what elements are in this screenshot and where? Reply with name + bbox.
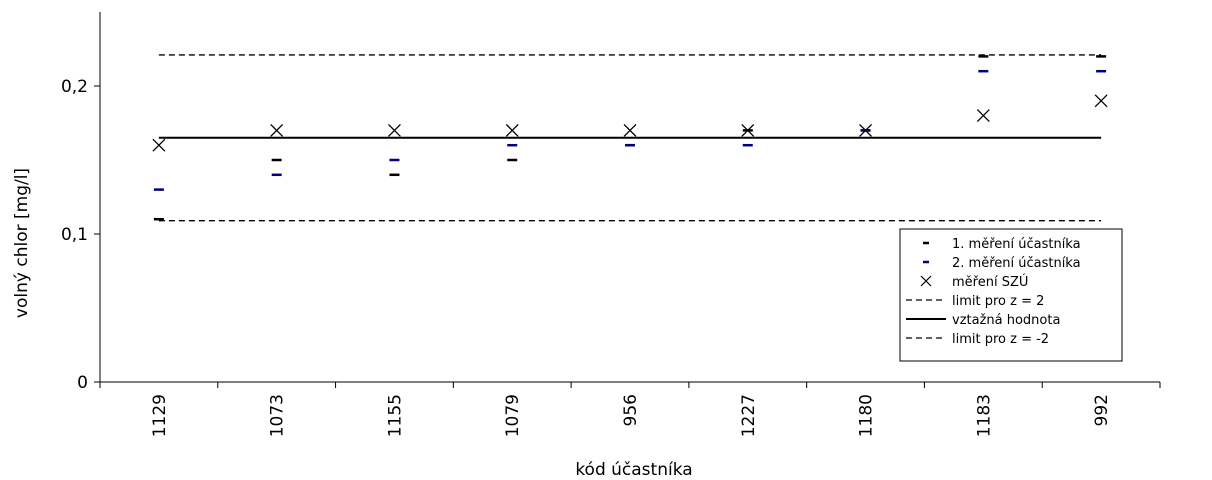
x-tick-label: 992 [1092,394,1112,426]
x-tick-label: 1180 [857,394,877,437]
legend-label: vztažná hodnota [952,313,1060,328]
x-tick-label: 1155 [385,394,405,437]
data-point-x [505,123,519,137]
x-marker-stroke [505,123,519,137]
legend-label: limit pro z = -2 [952,332,1049,347]
legend: 1. měření účastníka 2. měření účastníka mě… [899,228,1123,362]
x-marker-stroke [741,123,755,137]
data-point-x [976,109,990,123]
data-point-x [859,123,873,137]
y-tick-label: 0,1 [61,225,88,245]
x-marker-stroke [152,138,166,152]
x-marker-stroke [859,123,873,137]
data-point-x [741,123,755,137]
legend-box [899,228,1123,362]
data-point-x [152,138,166,152]
x-tick-label: 1073 [268,394,288,437]
x-tick-label: 1079 [503,394,523,437]
x-marker-stroke [623,123,637,137]
data-point-x [623,123,637,137]
legend-label: měření SZÚ [952,274,1028,290]
y-tick-label: 0 [77,373,88,393]
x-axis-title: kód účastníka [575,460,692,480]
data-point-x [387,123,401,137]
x-tick-label: 1129 [150,394,170,437]
data-point-x [1094,94,1108,108]
legend-label: limit pro z = 2 [952,294,1044,309]
y-axis-title: volný chlor [mg/l] [12,168,32,318]
y-tick-label: 0,2 [61,77,88,97]
x-marker-stroke [387,123,401,137]
x-tick-label: 1183 [974,394,994,437]
x-tick-label: 1227 [739,394,759,437]
x-marker-stroke [1094,94,1108,108]
chart-marks [152,54,1108,222]
legend-label: 2. měření účastníka [952,256,1081,271]
legend-label: 1. měření účastníka [952,237,1081,252]
x-tick-label: 956 [621,394,641,426]
legend-symbol [920,275,932,287]
x-marker-stroke [270,123,284,137]
data-point-x [270,123,284,137]
axes: 0 0,1 0,2 1129 1073 1155 1079 956 1227 1180 1183 99… [61,12,1161,437]
x-marker-stroke [976,109,990,123]
